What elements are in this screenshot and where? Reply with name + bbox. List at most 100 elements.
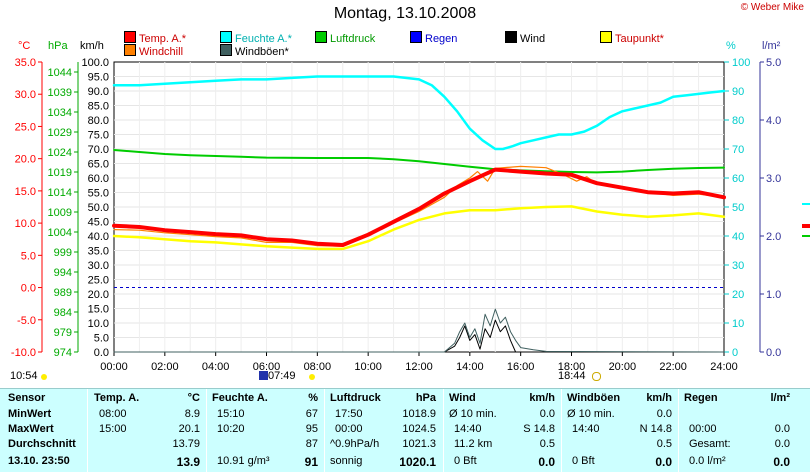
cell-time: Gesamt: (689, 438, 731, 450)
pressure-tick-label: 1019 (48, 167, 72, 179)
table-header: Windböen (567, 392, 621, 404)
cell-value: 87 (305, 438, 318, 450)
legend-temp: Temp. A.* (124, 31, 186, 45)
pressure-tick-label: 1004 (48, 227, 72, 239)
table-header: Temp. A. (94, 392, 140, 404)
x-tick-label: 12:00 (405, 361, 433, 373)
wind-tick-label: 45.0 (88, 217, 109, 229)
stats-table: Sensor MinWert MaxWert Durchschnitt 13.1… (0, 388, 810, 472)
current-value: 91 (304, 455, 318, 469)
pressure-tick-label: 984 (54, 307, 72, 319)
table-unit: °C (187, 392, 200, 404)
series-luftdruck (113, 149, 725, 174)
cell-time: 17:50 (335, 408, 363, 420)
legend-label: Taupunkt* (615, 33, 664, 45)
humidity-tick-label: 40 (732, 231, 744, 243)
cell-value: 95 (305, 423, 318, 435)
cell-value: 8.9 (184, 408, 200, 420)
wind-tick-label: 0.0 (94, 347, 109, 359)
rain-unit: l/m² (762, 40, 781, 52)
rain-tick-label: 4.0 (766, 115, 781, 127)
cell-time: 00:00 (689, 423, 717, 435)
cell-time: 14:40 (454, 423, 482, 435)
cell-time: Ø 10 min. (567, 408, 615, 420)
table-header: Feuchte A. (212, 392, 268, 404)
table-unit: hPa (415, 392, 436, 404)
cell-time: 0 Bft (572, 455, 595, 467)
legend-swatch (220, 44, 232, 56)
weather-chart: 35.0 30.0 25.0 20.0 15.0 10.0 5.0 0.0 -5.0 -10.0 1… (11, 57, 810, 373)
wind-tick-label: 55.0 (88, 188, 109, 200)
humidity-tick-label: 10 (732, 318, 744, 330)
table-header: Sensor (8, 392, 46, 404)
cell-value: 0.0 (774, 438, 790, 450)
cell-value: 20.1 (178, 423, 200, 435)
sunrise-time: 07:49 (268, 370, 296, 382)
temp-tick-label: -10.0 (11, 347, 36, 359)
x-tick-label: 02:00 (151, 361, 179, 373)
x-tick-label: 08:00 (304, 361, 332, 373)
table-header: Luftdruck (330, 392, 381, 404)
pressure-tick-label: 1044 (48, 67, 72, 79)
current-value: 0.0 (655, 455, 672, 469)
legend-label: Wind (520, 33, 546, 45)
temp-tick-label: -5.0 (17, 315, 36, 327)
temp-tick-label: 35.0 (15, 57, 36, 69)
pressure-tick-label: 1009 (48, 207, 72, 219)
series-windben (113, 308, 725, 353)
series-feuchtea (112, 75, 726, 151)
x-tick-label: 18:00 (558, 361, 586, 373)
cell-value: 67 (305, 408, 318, 420)
table-unit: % (308, 392, 318, 404)
cell-value: 0.0 (656, 408, 672, 420)
legend-pressure: Luftdruck (315, 31, 375, 45)
rain-column: Regen l/m² 00:00 0.0 Gesamt: 0.0 0.0 l/m² 0.… (684, 389, 790, 472)
pressure-tick-label: 1024 (48, 147, 72, 159)
gust-column: Windböen km/h Ø 10 min. 0.0 14:40 N 14.8 0.… (567, 389, 672, 472)
legend-swatch (600, 31, 612, 43)
cell-time: 10.91 g/m³ (217, 455, 270, 467)
x-tick-label: 16:00 (507, 361, 535, 373)
temp-column: Temp. A. °C 08:00 8.9 15:00 20.1 13.79 13.9 (94, 389, 200, 472)
humidity-column: Feuchte A.% 15:10 67 10:20 95 87 10.91 g/m… (212, 389, 318, 472)
cell-time: Ø 10 min. (449, 408, 497, 420)
humidity-tick-label: 30 (732, 260, 744, 272)
legend-label: Feuchte A.* (235, 33, 292, 45)
legend-label: Windböen* (235, 46, 289, 58)
wind-tick-label: 15.0 (88, 304, 109, 316)
legend-label: Temp. A.* (139, 33, 187, 45)
pressure-tick-label: 979 (54, 327, 72, 339)
legend-rain: Regen (410, 31, 457, 45)
cell-time: 14:40 (572, 423, 600, 435)
legend-swatch (410, 31, 422, 43)
temp-tick-label: 30.0 (15, 89, 36, 101)
humidity-tick-label: 20 (732, 289, 744, 301)
cell-time: 15:00 (99, 423, 127, 435)
temp-unit: °C (18, 40, 31, 52)
sensor-column: Sensor MinWert MaxWert Durchschnitt 13.1… (8, 389, 86, 472)
x-tick-label: 10:00 (354, 361, 382, 373)
cell-value: 1018.9 (402, 408, 436, 420)
humidity-unit: % (726, 40, 736, 52)
humidity-tick-label: 0 (732, 347, 738, 359)
cell-value: 0.5 (656, 438, 672, 450)
x-tick-label: 04:00 (202, 361, 230, 373)
x-tick-label: 22:00 (659, 361, 687, 373)
legend-swatch (315, 31, 327, 43)
sun-icon (41, 374, 47, 380)
rain-tick-label: 3.0 (766, 173, 781, 185)
wind-tick-label: 95.0 (88, 72, 109, 84)
temp-tick-label: 10.0 (15, 218, 36, 230)
rain-tick-label: 5.0 (766, 57, 781, 69)
cell-value: 1024.5 (402, 423, 436, 435)
sunset-time: 18:44 (558, 370, 586, 382)
wind-tick-label: 75.0 (88, 130, 109, 142)
cell-time: 08:00 (99, 408, 127, 420)
cell-time: 11.2 km (454, 438, 493, 450)
legend-swatch (220, 31, 232, 43)
legend-humidity: Feuchte A.* (220, 31, 292, 45)
table-header: Wind (449, 392, 476, 404)
legend-dewpoint: Taupunkt* (600, 31, 664, 45)
wind-tick-label: 10.0 (88, 318, 109, 330)
cell-value: 0.0 (774, 423, 790, 435)
